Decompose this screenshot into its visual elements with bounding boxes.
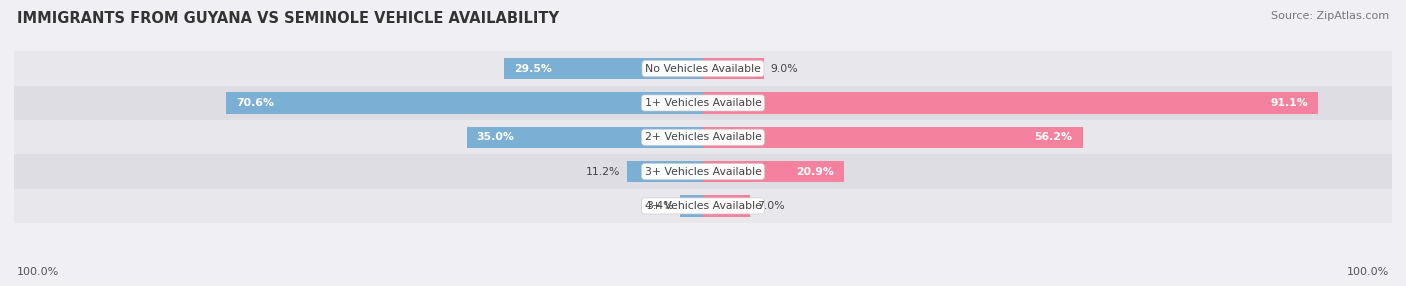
Text: 70.6%: 70.6%	[236, 98, 274, 108]
Text: 3.4%: 3.4%	[645, 201, 673, 211]
Legend: Immigrants from Guyana, Seminole: Immigrants from Guyana, Seminole	[560, 283, 846, 286]
Text: 1+ Vehicles Available: 1+ Vehicles Available	[644, 98, 762, 108]
Bar	[14, 189, 1392, 223]
Bar	[703, 58, 763, 79]
Bar	[467, 127, 703, 148]
Text: Source: ZipAtlas.com: Source: ZipAtlas.com	[1271, 11, 1389, 21]
Text: 4+ Vehicles Available: 4+ Vehicles Available	[644, 201, 762, 211]
Text: No Vehicles Available: No Vehicles Available	[645, 64, 761, 74]
Text: 56.2%: 56.2%	[1035, 132, 1073, 142]
Bar	[14, 154, 1392, 189]
Text: IMMIGRANTS FROM GUYANA VS SEMINOLE VEHICLE AVAILABILITY: IMMIGRANTS FROM GUYANA VS SEMINOLE VEHIC…	[17, 11, 558, 26]
Text: 11.2%: 11.2%	[586, 167, 620, 176]
Text: 35.0%: 35.0%	[477, 132, 515, 142]
Bar	[703, 92, 1319, 114]
Text: 20.9%: 20.9%	[796, 167, 834, 176]
Text: 7.0%: 7.0%	[756, 201, 785, 211]
Bar	[14, 86, 1392, 120]
Text: 91.1%: 91.1%	[1271, 98, 1308, 108]
Text: 2+ Vehicles Available: 2+ Vehicles Available	[644, 132, 762, 142]
Text: 100.0%: 100.0%	[1347, 267, 1389, 277]
Bar	[627, 161, 703, 182]
Bar	[14, 51, 1392, 86]
Bar	[14, 120, 1392, 154]
Bar	[503, 58, 703, 79]
Text: 29.5%: 29.5%	[513, 64, 551, 74]
Bar	[703, 127, 1083, 148]
Bar	[703, 195, 751, 217]
Text: 3+ Vehicles Available: 3+ Vehicles Available	[644, 167, 762, 176]
Bar	[226, 92, 703, 114]
Bar	[681, 195, 703, 217]
Bar	[703, 161, 844, 182]
Text: 9.0%: 9.0%	[770, 64, 799, 74]
Text: 100.0%: 100.0%	[17, 267, 59, 277]
